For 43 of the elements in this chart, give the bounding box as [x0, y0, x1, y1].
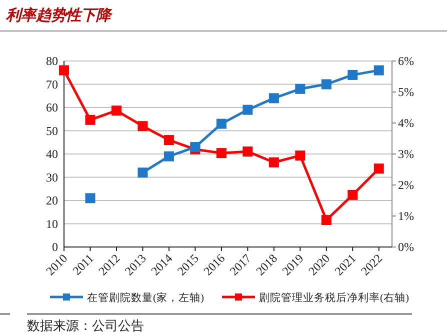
y-tick-label: 0	[52, 240, 58, 254]
y-tick-label: 60	[46, 100, 58, 114]
y-tick-label: 70	[46, 77, 58, 92]
point	[85, 114, 96, 125]
y-tick-label: 50	[46, 124, 58, 138]
y2-tick-label: 5%	[398, 85, 414, 99]
point	[59, 65, 69, 76]
point	[374, 65, 384, 76]
y-tick-label: 10	[46, 216, 58, 231]
chart-title: 利率趋势性下降	[5, 6, 113, 24]
point	[138, 168, 148, 178]
point	[268, 157, 279, 168]
point	[348, 70, 358, 80]
legend-label: 剧院管理业务税后净利率(右轴)	[259, 291, 410, 304]
point	[242, 146, 253, 157]
point	[321, 79, 332, 90]
point	[348, 190, 358, 200]
point	[164, 135, 174, 146]
point	[164, 151, 174, 162]
y-tick-label: 80	[46, 54, 58, 68]
point	[374, 164, 384, 174]
point	[85, 193, 96, 204]
point	[216, 118, 226, 129]
y2-tick-label: 0%	[398, 240, 414, 254]
point	[138, 121, 148, 132]
point	[268, 93, 279, 104]
x-tick-label: 2011	[70, 251, 96, 278]
point	[111, 106, 122, 116]
y-tick-label: 40	[46, 147, 58, 161]
y2-tick-label: 4%	[398, 116, 414, 130]
y2-tick-label: 6%	[398, 54, 414, 68]
point	[295, 150, 306, 161]
point	[295, 84, 306, 94]
y2-tick-label: 3%	[398, 147, 414, 161]
point	[242, 104, 253, 115]
y2-tick-label: 2%	[398, 178, 414, 192]
point	[321, 215, 332, 226]
source-note: 数据来源：公司公告	[27, 318, 144, 333]
y-tick-label: 20	[46, 194, 58, 208]
point	[216, 148, 226, 158]
legend-label: 在管剧院数量(家，左轴)	[87, 291, 204, 304]
y-tick-label: 30	[46, 170, 58, 184]
y2-tick-label: 1%	[398, 209, 414, 223]
